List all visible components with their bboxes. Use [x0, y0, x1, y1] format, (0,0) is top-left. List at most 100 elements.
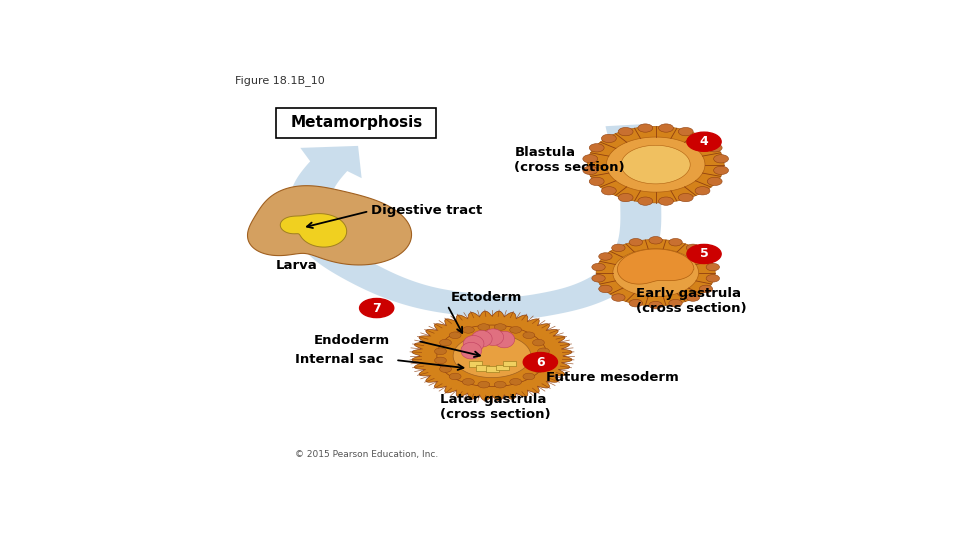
Polygon shape [617, 249, 694, 284]
Circle shape [494, 381, 506, 388]
Circle shape [629, 239, 642, 246]
Circle shape [589, 144, 604, 152]
Text: 5: 5 [700, 247, 708, 260]
Circle shape [440, 366, 451, 373]
Circle shape [707, 274, 720, 282]
Text: Early gastrula
(cross section): Early gastrula (cross section) [636, 287, 746, 315]
Circle shape [533, 366, 544, 373]
Polygon shape [289, 124, 661, 320]
Polygon shape [607, 137, 705, 192]
Circle shape [478, 324, 490, 330]
Circle shape [533, 339, 544, 346]
Polygon shape [596, 239, 715, 306]
Circle shape [449, 373, 461, 380]
Circle shape [523, 373, 535, 380]
Circle shape [510, 327, 521, 333]
Circle shape [637, 124, 653, 132]
Circle shape [583, 154, 598, 163]
Circle shape [713, 154, 729, 163]
Circle shape [618, 193, 633, 202]
Circle shape [612, 244, 625, 252]
Circle shape [686, 244, 700, 252]
Polygon shape [468, 361, 482, 367]
Text: Later gastrula
(cross section): Later gastrula (cross section) [440, 393, 550, 421]
Circle shape [435, 348, 446, 355]
Circle shape [599, 253, 612, 260]
Circle shape [707, 264, 720, 271]
Circle shape [669, 300, 683, 307]
Circle shape [629, 300, 642, 307]
Circle shape [449, 332, 461, 339]
Circle shape [538, 348, 549, 355]
Polygon shape [453, 334, 531, 377]
Circle shape [679, 127, 693, 136]
Text: 4: 4 [700, 135, 708, 148]
Polygon shape [502, 361, 516, 366]
Circle shape [583, 166, 598, 174]
Circle shape [494, 324, 506, 330]
Circle shape [649, 237, 662, 244]
Circle shape [440, 339, 451, 346]
Circle shape [601, 187, 616, 195]
Circle shape [699, 253, 712, 260]
Polygon shape [621, 145, 690, 184]
Circle shape [713, 166, 729, 174]
Circle shape [612, 294, 625, 301]
Polygon shape [248, 186, 412, 265]
Polygon shape [483, 329, 504, 346]
Circle shape [618, 127, 633, 136]
Polygon shape [437, 325, 547, 387]
Polygon shape [461, 342, 482, 359]
Circle shape [360, 299, 394, 318]
Polygon shape [486, 367, 499, 372]
Polygon shape [493, 331, 515, 348]
Circle shape [649, 301, 662, 309]
Circle shape [679, 193, 693, 202]
Text: Future mesoderm: Future mesoderm [546, 371, 679, 384]
Circle shape [591, 274, 605, 282]
Circle shape [591, 264, 605, 271]
Circle shape [589, 177, 604, 186]
Polygon shape [612, 249, 699, 296]
Circle shape [637, 197, 653, 205]
Text: Ectoderm: Ectoderm [451, 291, 522, 304]
Circle shape [659, 124, 674, 132]
Polygon shape [588, 126, 724, 203]
Circle shape [463, 327, 474, 333]
Polygon shape [464, 335, 484, 352]
Text: Endoderm: Endoderm [313, 334, 390, 347]
Text: Blastula
(cross section): Blastula (cross section) [515, 146, 625, 174]
Circle shape [523, 332, 535, 339]
Circle shape [708, 177, 722, 186]
Circle shape [538, 357, 549, 364]
Text: © 2015 Pearson Education, Inc.: © 2015 Pearson Education, Inc. [295, 450, 438, 460]
Circle shape [695, 187, 710, 195]
Circle shape [599, 285, 612, 293]
Text: 6: 6 [536, 356, 544, 369]
Circle shape [478, 381, 490, 388]
Circle shape [435, 357, 446, 364]
Circle shape [669, 239, 683, 246]
Circle shape [708, 144, 722, 152]
Polygon shape [476, 365, 490, 370]
Text: Larva: Larva [276, 259, 318, 272]
Text: Figure 18.1B_10: Figure 18.1B_10 [235, 75, 325, 86]
Text: 7: 7 [372, 301, 381, 314]
FancyBboxPatch shape [276, 107, 436, 138]
Text: Internal sac: Internal sac [295, 353, 383, 366]
Circle shape [523, 353, 558, 372]
Circle shape [687, 245, 721, 264]
Text: Digestive tract: Digestive tract [372, 204, 483, 217]
Polygon shape [412, 311, 572, 401]
Circle shape [510, 379, 521, 385]
Polygon shape [280, 214, 347, 247]
Circle shape [699, 285, 712, 293]
Circle shape [659, 197, 674, 205]
Text: Metamorphosis: Metamorphosis [291, 115, 422, 130]
Circle shape [686, 294, 700, 301]
Circle shape [463, 379, 474, 385]
Circle shape [601, 134, 616, 143]
Polygon shape [471, 330, 492, 347]
Polygon shape [496, 365, 510, 370]
Circle shape [695, 134, 710, 143]
